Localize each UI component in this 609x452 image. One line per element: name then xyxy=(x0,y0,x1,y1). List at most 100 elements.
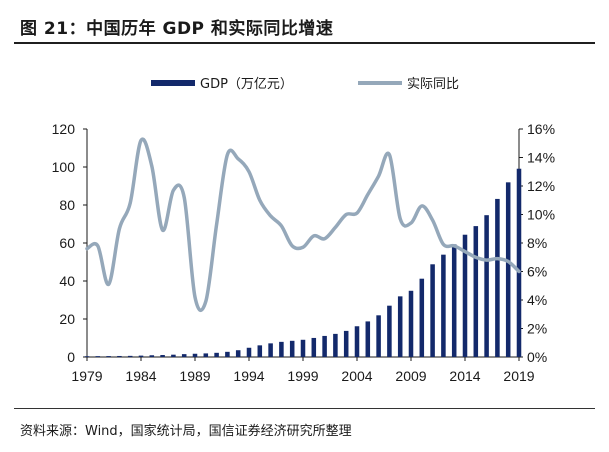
growth-point xyxy=(226,153,229,156)
gdp-bar xyxy=(214,352,219,357)
growth-line xyxy=(85,137,521,313)
growth-point xyxy=(518,270,520,273)
growth-point xyxy=(183,196,185,199)
growth-point xyxy=(259,199,261,202)
growth-point xyxy=(367,193,369,196)
gdp-bar xyxy=(311,337,317,357)
gdp-bar xyxy=(95,356,101,357)
growth-point xyxy=(194,296,196,298)
growth-point xyxy=(453,245,456,247)
growth-point xyxy=(118,227,121,230)
growth-point xyxy=(496,257,499,260)
gdp-bar xyxy=(322,335,327,357)
growth-point xyxy=(151,165,153,167)
left-axis-tick-label: 80 xyxy=(59,197,75,213)
gdp-bar xyxy=(160,355,165,357)
right-axis-tick-label: 8% xyxy=(527,235,547,251)
gdp-bar xyxy=(365,321,371,357)
right-axis-tick-label: 16% xyxy=(527,121,555,137)
gdp-bar xyxy=(192,353,198,357)
gdp-bar xyxy=(127,355,133,357)
growth-point xyxy=(410,222,412,224)
growth-point xyxy=(86,247,88,250)
gdp-bar xyxy=(171,354,176,357)
growth-point xyxy=(172,189,175,192)
figure-title: 图 21：中国历年 GDP 和实际同比增速 xyxy=(20,19,334,39)
growth-point xyxy=(431,219,434,221)
gdp-bar xyxy=(387,305,392,357)
gdp-bar xyxy=(451,244,457,357)
source-rule xyxy=(14,408,595,409)
gdp-bar xyxy=(149,355,155,357)
growth-point xyxy=(399,217,402,220)
growth-point xyxy=(323,237,326,240)
axes xyxy=(83,128,523,361)
growth-point xyxy=(507,260,510,263)
x-axis-tick-label: 2019 xyxy=(503,368,534,384)
gdp-bar xyxy=(257,345,263,357)
growth-point xyxy=(356,212,358,214)
legend-growth-label: 实际同比 xyxy=(407,77,459,92)
gdp-bar xyxy=(300,339,306,357)
growth-point xyxy=(442,243,445,246)
growth-point xyxy=(107,283,110,286)
gdp-bar xyxy=(441,254,446,357)
tick-labels: 0 20 40 60 80 100 120 0% 2% 4% 6% 8% 10% 12% 14% 16% 197… xyxy=(52,121,555,384)
growth-point xyxy=(280,225,283,227)
legend-gdp-swatch xyxy=(151,80,195,86)
right-axis-tick-label: 14% xyxy=(527,150,555,166)
x-axis-tick-label: 1994 xyxy=(233,368,264,384)
right-axis-tick-label: 2% xyxy=(527,321,547,337)
gdp-bar xyxy=(354,326,360,357)
x-axis-tick-label: 1989 xyxy=(179,368,210,384)
gdp-bar xyxy=(484,215,489,357)
gdp-bar xyxy=(473,226,479,357)
title-rule xyxy=(14,42,595,44)
left-axis-tick-label: 40 xyxy=(59,273,75,289)
gdp-bar xyxy=(246,347,252,357)
growth-point xyxy=(345,213,348,216)
right-axis-tick-label: 0% xyxy=(527,349,547,365)
growth-point xyxy=(215,223,218,226)
gdp-bar xyxy=(268,343,273,357)
left-axis-tick-label: 120 xyxy=(52,121,76,137)
growth-point xyxy=(421,205,423,207)
left-axis-tick-label: 60 xyxy=(59,235,75,251)
growth-point xyxy=(269,215,272,217)
growth-point xyxy=(129,202,131,204)
growth-point xyxy=(140,139,142,142)
growth-point xyxy=(334,226,337,229)
gdp-bar xyxy=(462,234,468,357)
gdp-bar xyxy=(235,350,241,357)
growth-point xyxy=(475,256,477,259)
x-axis-tick-label: 2009 xyxy=(395,368,426,384)
gdp-bar xyxy=(376,315,381,357)
gdp-bar xyxy=(181,354,187,357)
gdp-bar xyxy=(84,356,90,357)
growth-point xyxy=(464,250,466,253)
gdp-bars xyxy=(84,168,522,357)
growth-point xyxy=(291,245,294,247)
gdp-bar xyxy=(203,353,209,357)
gdp-bar xyxy=(106,356,111,357)
gdp-bar xyxy=(516,168,522,357)
gdp-bar xyxy=(138,355,144,357)
right-axis-tick-label: 4% xyxy=(527,292,547,308)
gdp-bar xyxy=(117,355,122,357)
left-axis-tick-label: 0 xyxy=(67,349,75,365)
x-axis-tick-label: 2004 xyxy=(341,368,372,384)
growth-point xyxy=(205,300,207,303)
gdp-bar xyxy=(397,296,403,357)
gdp-bar xyxy=(225,351,230,357)
growth-point xyxy=(248,170,250,173)
gdp-bar xyxy=(505,182,511,357)
gdp-bar xyxy=(408,290,414,357)
gdp-bar xyxy=(430,264,435,357)
gdp-bar xyxy=(289,340,295,357)
x-axis-tick-label: 1979 xyxy=(71,368,102,384)
legend-gdp-label: GDP（万亿元） xyxy=(200,77,293,92)
right-axis-tick-label: 12% xyxy=(527,178,555,194)
source-note: 资料来源：Wind，国家统计局，国信证券经济研究所整理 xyxy=(20,424,352,439)
right-axis-tick-label: 6% xyxy=(527,264,547,280)
growth-point xyxy=(97,245,99,247)
